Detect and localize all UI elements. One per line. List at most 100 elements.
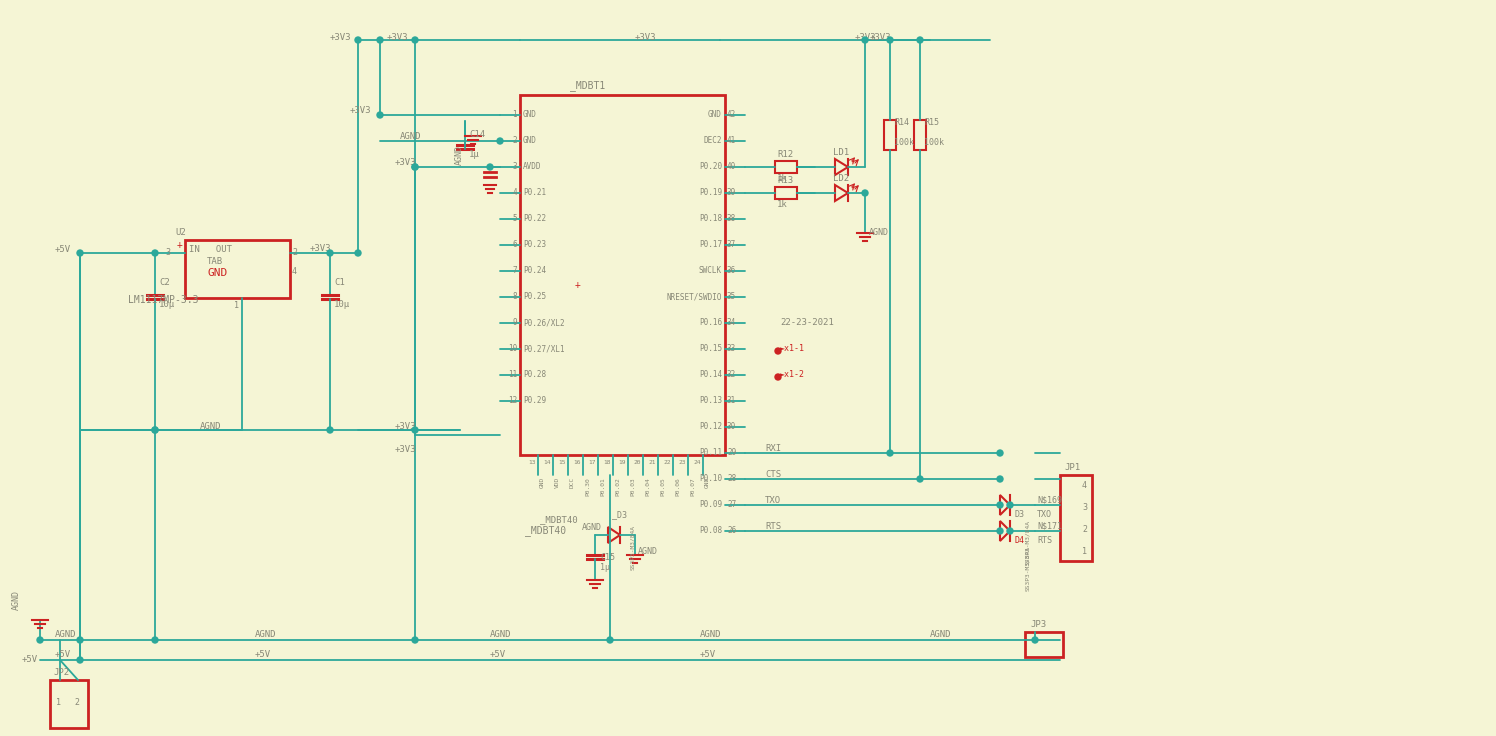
Text: 41: 41 — [727, 136, 736, 145]
Text: GND: GND — [708, 110, 723, 119]
Circle shape — [355, 250, 361, 256]
Circle shape — [996, 528, 1002, 534]
Text: +3V3: +3V3 — [395, 158, 416, 167]
Text: 2: 2 — [512, 136, 518, 145]
Text: 2: 2 — [1082, 525, 1088, 534]
Text: R12: R12 — [776, 150, 793, 159]
Text: 34: 34 — [727, 318, 736, 327]
Circle shape — [377, 37, 383, 43]
Text: 23: 23 — [679, 460, 687, 465]
Text: ►x1-1: ►x1-1 — [779, 344, 805, 353]
Text: ►x1-2: ►x1-2 — [779, 370, 805, 379]
Text: N$169: N$169 — [1037, 496, 1062, 505]
Text: D4: D4 — [1014, 536, 1025, 545]
Text: AGND: AGND — [491, 630, 512, 639]
Text: RTS: RTS — [764, 522, 781, 531]
Bar — [884, 120, 896, 150]
Circle shape — [153, 637, 159, 643]
Circle shape — [153, 427, 159, 433]
Text: NRESET/SWDIO: NRESET/SWDIO — [667, 292, 723, 301]
Text: +5V: +5V — [22, 655, 37, 664]
Text: AGND: AGND — [582, 523, 601, 532]
Text: SS3P3-M3/84A: SS3P3-M3/84A — [1025, 520, 1031, 565]
Text: 30: 30 — [727, 422, 736, 431]
Text: +3V3: +3V3 — [387, 33, 408, 42]
Text: 20: 20 — [633, 460, 640, 465]
Text: P0.29: P0.29 — [524, 396, 546, 405]
Text: P0.13: P0.13 — [699, 396, 723, 405]
Text: 5: 5 — [512, 214, 518, 223]
Circle shape — [488, 164, 494, 170]
Text: 27: 27 — [727, 500, 736, 509]
Text: C15: C15 — [600, 553, 615, 562]
Text: IN   OUT: IN OUT — [188, 245, 232, 254]
Text: P0.03: P0.03 — [630, 477, 634, 496]
Text: P0.25: P0.25 — [524, 292, 546, 301]
Circle shape — [377, 112, 383, 118]
Text: DEC2: DEC2 — [703, 136, 723, 145]
Text: P0.23: P0.23 — [524, 240, 546, 249]
Text: 36: 36 — [727, 266, 736, 275]
Text: 10: 10 — [507, 344, 518, 353]
Text: SWCLK: SWCLK — [699, 266, 723, 275]
Circle shape — [355, 37, 361, 43]
Circle shape — [996, 476, 1002, 482]
Text: P0.22: P0.22 — [524, 214, 546, 223]
Text: 39: 39 — [727, 188, 736, 197]
Text: P0.01: P0.01 — [600, 477, 604, 496]
Text: R14: R14 — [895, 118, 910, 127]
Text: JP2: JP2 — [52, 668, 69, 677]
Text: AGND: AGND — [55, 630, 76, 639]
Bar — [186, 240, 290, 298]
Text: 10µ: 10µ — [334, 300, 350, 309]
Text: 2: 2 — [73, 698, 79, 707]
Circle shape — [411, 637, 417, 643]
Text: SS3P3-M3/84A: SS3P3-M3/84A — [1025, 546, 1031, 591]
Bar — [775, 161, 797, 173]
Circle shape — [153, 250, 159, 256]
Text: +3V3: +3V3 — [856, 33, 877, 42]
Text: 32: 32 — [727, 370, 736, 379]
Text: C2: C2 — [159, 278, 169, 287]
Text: AGND: AGND — [869, 228, 889, 237]
Text: P0.27/XL1: P0.27/XL1 — [524, 344, 564, 353]
Text: 100k: 100k — [925, 138, 944, 147]
Circle shape — [862, 37, 868, 43]
Text: AGND: AGND — [455, 145, 464, 165]
Text: 12: 12 — [507, 396, 518, 405]
Text: AGND: AGND — [12, 590, 21, 610]
Circle shape — [1007, 502, 1013, 508]
Text: P0.21: P0.21 — [524, 188, 546, 197]
Text: 33: 33 — [727, 344, 736, 353]
Text: 100k: 100k — [895, 138, 914, 147]
Circle shape — [1032, 637, 1038, 643]
Text: U2: U2 — [175, 228, 186, 237]
Text: 2: 2 — [292, 248, 298, 257]
Text: LD1: LD1 — [833, 148, 850, 157]
Text: +5V: +5V — [491, 650, 506, 659]
Text: LD2: LD2 — [833, 174, 850, 183]
Bar — [521, 95, 726, 455]
Text: AGND: AGND — [637, 547, 658, 556]
Text: 1: 1 — [512, 110, 518, 119]
Text: P0.04: P0.04 — [645, 477, 649, 496]
Text: P0.15: P0.15 — [699, 344, 723, 353]
Bar — [1025, 632, 1064, 657]
Text: 11: 11 — [507, 370, 518, 379]
Text: JP3: JP3 — [1031, 620, 1046, 629]
Circle shape — [775, 374, 781, 380]
Circle shape — [328, 250, 334, 256]
Circle shape — [411, 164, 417, 170]
Text: 26: 26 — [727, 526, 736, 535]
Text: _MDBT40: _MDBT40 — [525, 525, 565, 536]
Text: P0.24: P0.24 — [524, 266, 546, 275]
Text: VDD: VDD — [555, 477, 560, 488]
Text: P0.18: P0.18 — [699, 214, 723, 223]
Text: 1: 1 — [233, 301, 239, 310]
Text: 35: 35 — [727, 292, 736, 301]
Text: GND: GND — [524, 110, 537, 119]
Circle shape — [607, 637, 613, 643]
Bar — [914, 120, 926, 150]
Text: GND: GND — [206, 268, 227, 278]
Text: P0.05: P0.05 — [660, 477, 666, 496]
